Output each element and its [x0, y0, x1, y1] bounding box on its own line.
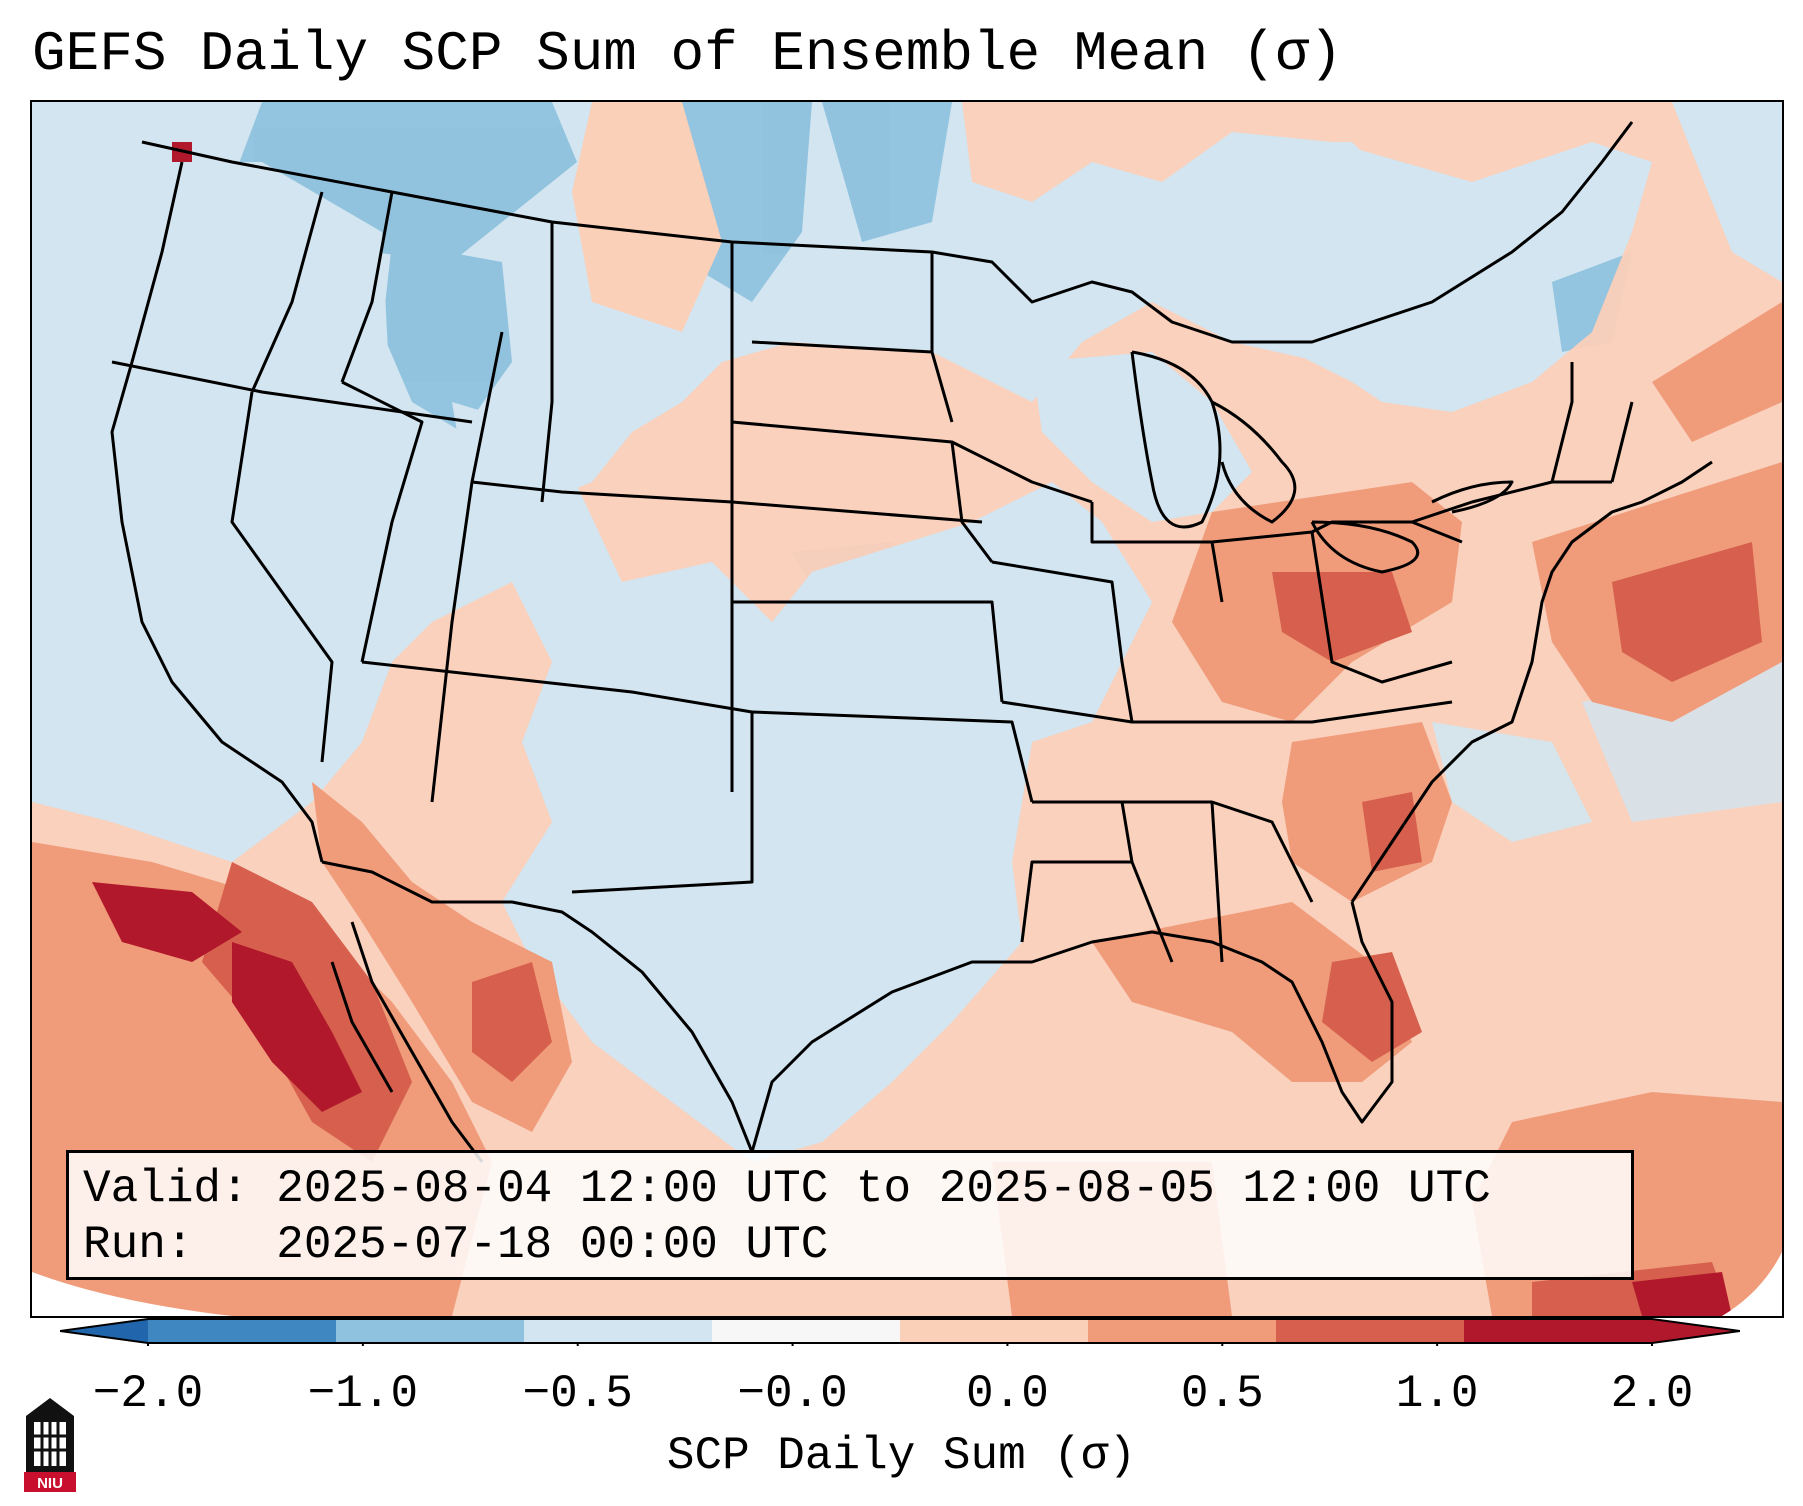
valid-time-box: Valid: 2025-08-04 12:00 UTC to 2025-08-0… [66, 1150, 1634, 1280]
domain-edge-right [1722, 1252, 1782, 1316]
colorbar-ticks [147, 1343, 1653, 1346]
colorbar-segment [712, 1319, 901, 1343]
colorbar [60, 1318, 1740, 1346]
niu-logo-text: NIU [37, 1475, 63, 1492]
niu-logo-icon: NIU [24, 1398, 76, 1492]
colorbar-tick-label: −0.0 [737, 1368, 848, 1420]
map-panel[interactable] [30, 100, 1784, 1318]
colorbar-segment [336, 1319, 525, 1343]
colorbar-segment [524, 1319, 713, 1343]
colorbar-tick-label: −0.5 [522, 1368, 633, 1420]
map-canvas [32, 102, 1782, 1316]
run-time-line: Run: 2025-07-18 00:00 UTC [83, 1219, 829, 1271]
colorbar-tick-label: 2.0 [1610, 1368, 1694, 1420]
boundary-lines [110, 121, 1713, 1163]
colorbar-tick-label: 0.0 [966, 1368, 1049, 1420]
colorbar-segment [148, 1319, 337, 1343]
colorbar-segment [1276, 1319, 1465, 1343]
valid-time-line: Valid: 2025-08-04 12:00 UTC to 2025-08-0… [83, 1163, 1491, 1215]
colorbar-segments [148, 1319, 1653, 1343]
figure-title: GEFS Daily SCP Sum of Ensemble Mean (σ) [32, 22, 1343, 86]
extreme-positive-regions [92, 142, 1732, 1316]
colorbar-segment [900, 1319, 1089, 1343]
colorbar-extend-max [1652, 1319, 1740, 1343]
colorbar-segment [1464, 1319, 1653, 1343]
interior-neutral-regions [42, 142, 1782, 1162]
colorbar-tick-label: 1.0 [1395, 1368, 1479, 1420]
domain-edge-left [32, 1272, 232, 1316]
colorbar-label: SCP Daily Sum (σ) [666, 1430, 1137, 1482]
colorbar-tick-label: 0.5 [1180, 1368, 1264, 1420]
colorbar-tick-label: −2.0 [92, 1368, 204, 1420]
colorbar-extend-min [60, 1319, 148, 1343]
colorbar-tick-label: −1.0 [307, 1368, 419, 1420]
colorbar-segment [1088, 1319, 1277, 1343]
